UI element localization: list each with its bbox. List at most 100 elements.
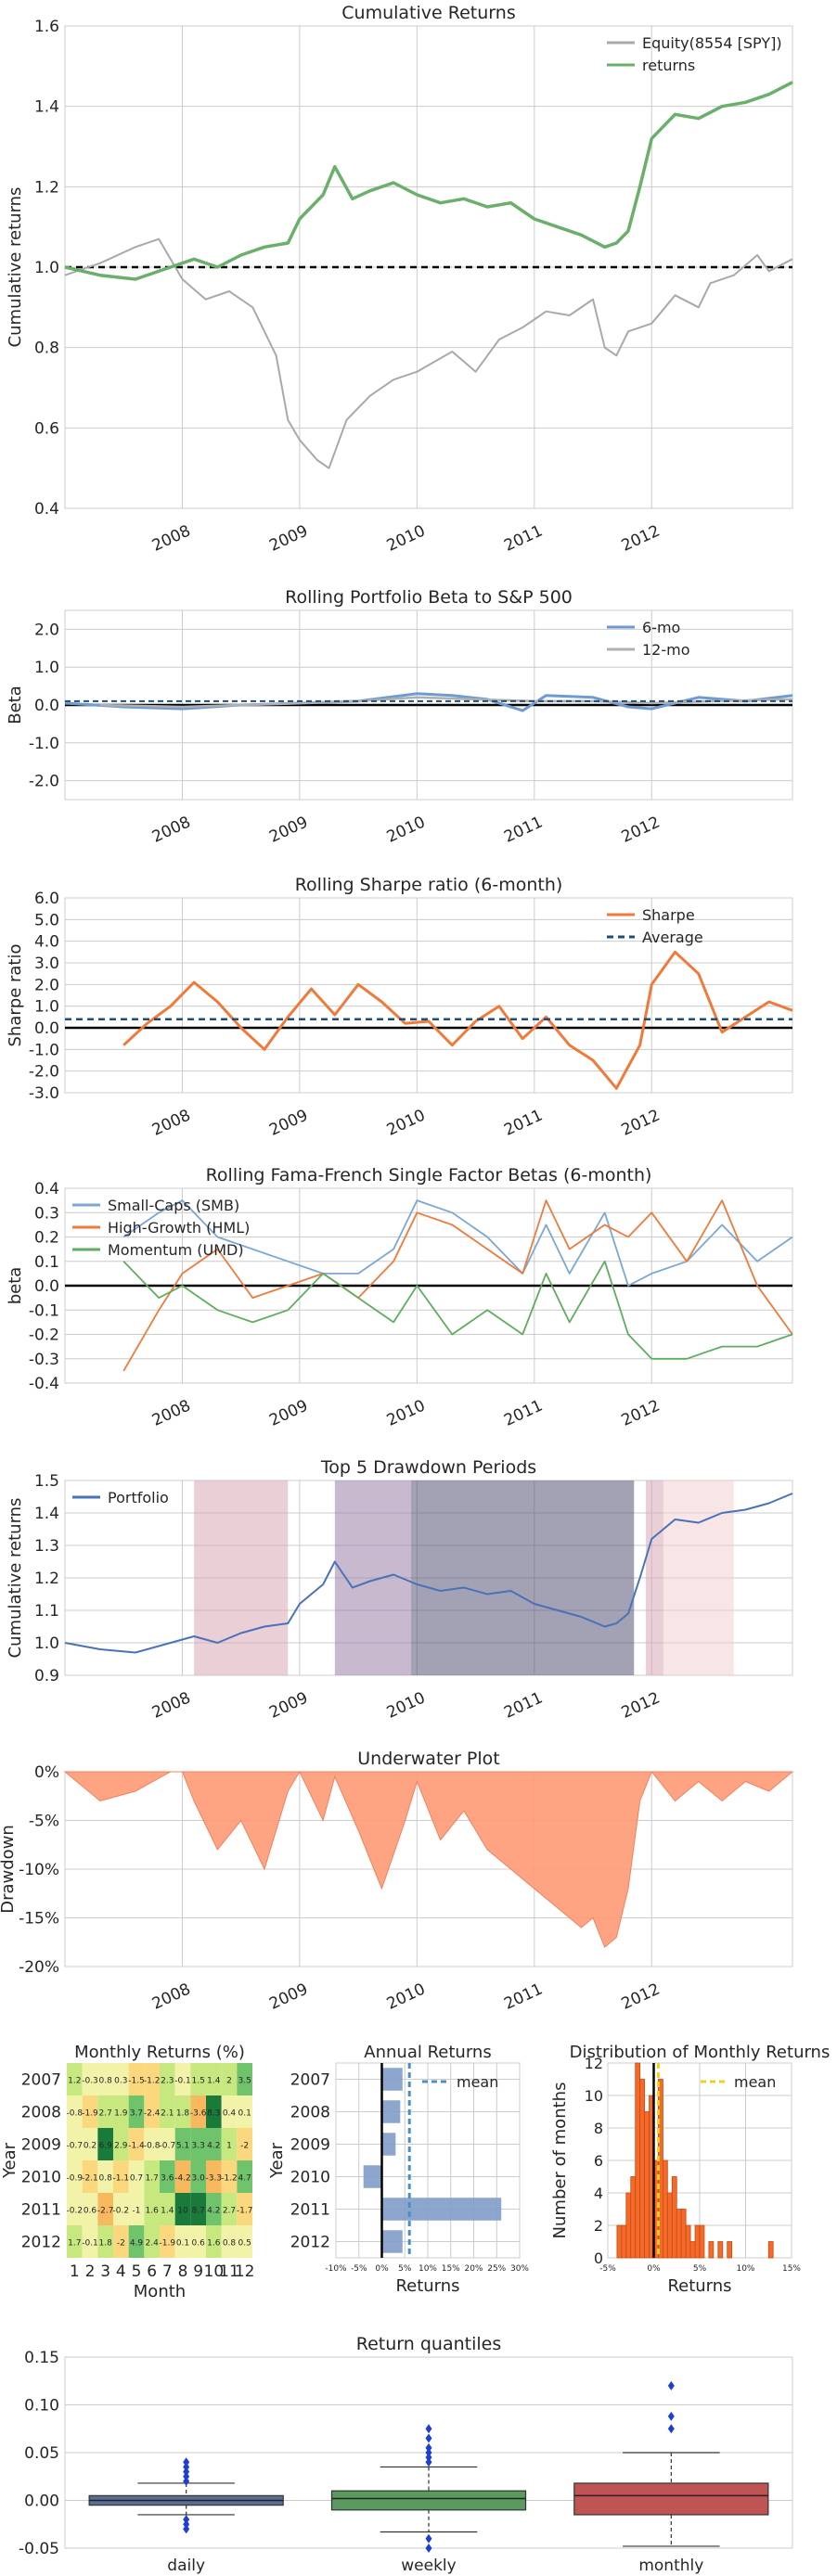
cumulative-ytick: 0.8 <box>34 340 59 358</box>
monthly-cell-value: 2 <box>226 2077 232 2086</box>
monthly-cell <box>160 2160 175 2193</box>
quantiles-xtick: daily <box>167 2557 205 2575</box>
monthly-cell <box>174 2193 191 2225</box>
monthly-cell-value: -0.3 <box>82 2077 98 2086</box>
monthly-cell-value: 4.7 <box>238 2174 251 2184</box>
sharpe-ytick: 5.0 <box>34 911 59 929</box>
distribution-bar <box>616 2224 623 2259</box>
monthly-cell-value: 1.7 <box>146 2174 159 2184</box>
monthly-cell <box>128 2128 145 2160</box>
monthly-cell <box>221 2225 238 2258</box>
monthly-cell <box>160 2128 175 2160</box>
quantiles-outlier <box>425 2424 432 2434</box>
monthly-cell <box>237 2193 252 2225</box>
quantiles-outlier <box>425 2457 432 2467</box>
monthly-cell <box>128 2225 145 2258</box>
distribution-ytick: 4 <box>594 2185 603 2202</box>
beta-legend-label: 12-mo <box>642 641 690 659</box>
monthly-cell <box>190 2193 206 2225</box>
monthly-cell-value: 3.5 <box>238 2077 251 2086</box>
monthly-cell-value: -1.9 <box>82 2109 98 2119</box>
annual-bar <box>381 2198 502 2221</box>
quantiles-outlier <box>425 2448 432 2457</box>
distribution-ytick: 6 <box>594 2152 603 2170</box>
monthly-cell-value: 2.3 <box>161 2077 174 2086</box>
monthly-xtick: 10 <box>204 2262 225 2281</box>
monthly-xtick: 8 <box>178 2262 188 2281</box>
monthly-cell <box>67 2063 83 2095</box>
monthly-cell-value: 0.1 <box>176 2239 189 2249</box>
monthly-cell <box>174 2225 191 2258</box>
sharpe-series-sharpe <box>122 950 793 1090</box>
drawdown-ytick: 1.5 <box>34 1472 59 1491</box>
monthly-cell <box>160 2225 175 2258</box>
distribution-ylabel: Number of months <box>550 2083 570 2239</box>
monthly-cell <box>97 2225 113 2258</box>
monthly-cell <box>67 2128 83 2160</box>
cumulative-legend-label: Equity(8554 [SPY]) <box>642 34 782 52</box>
annual-xtick: 0% <box>375 2264 389 2274</box>
cumulative-xtick: 2009 <box>266 521 311 555</box>
distribution-bar <box>630 2176 637 2259</box>
monthly-cell-value: -3.6 <box>190 2109 207 2119</box>
monthly-cell <box>97 2095 113 2128</box>
monthly-cell <box>67 2225 83 2258</box>
drawdown-title: Top 5 Drawdown Periods <box>320 1457 536 1478</box>
monthly-cell-value: -0.8 <box>144 2142 161 2151</box>
sharpe-legend-label: Sharpe <box>642 906 695 924</box>
quantiles-outlier <box>183 2467 190 2477</box>
drawdown-ytick: 1.2 <box>34 1570 59 1588</box>
famafrench-ytick: 0.4 <box>34 1180 59 1198</box>
monthly-cell-value: 0.1 <box>238 2109 251 2119</box>
quantiles-ytick: 0.00 <box>24 2493 59 2511</box>
drawdown-period-5 <box>663 1480 734 1675</box>
distribution-xtick: -5% <box>599 2264 616 2274</box>
monthly-cell <box>97 2160 113 2193</box>
quantiles-outlier <box>183 2462 190 2472</box>
monthly-cell <box>237 2128 252 2160</box>
monthly-cell <box>82 2128 98 2160</box>
monthly-cell-value: -2 <box>240 2142 249 2151</box>
famafrench-xtick: 2010 <box>384 1396 429 1429</box>
cumulative-ytick: 0.4 <box>34 500 59 519</box>
monthly-cell-value: -1.2 <box>221 2174 238 2184</box>
sharpe-ytick: -3.0 <box>29 1084 59 1103</box>
monthly-cell-value: -4.2 <box>174 2174 191 2184</box>
monthly-cell-value: 0.6 <box>84 2207 97 2216</box>
monthly-cell-value: -2 <box>117 2239 125 2249</box>
cumulative-xtick: 2008 <box>149 521 194 555</box>
annual-ytick: 2011 <box>290 2201 330 2220</box>
monthly-cell-value: -1.7 <box>237 2207 253 2216</box>
drawdown-ytick: 1.0 <box>34 1634 59 1653</box>
monthly-cell <box>113 2225 129 2258</box>
monthly-xtick: 4 <box>116 2262 126 2281</box>
monthly-cell-value: 0.5 <box>238 2239 251 2249</box>
quantiles-outlier <box>183 2476 190 2486</box>
monthly-cell <box>113 2128 129 2160</box>
famafrench-xtick: 2012 <box>619 1396 663 1429</box>
monthly-cell-value: 0.3 <box>114 2077 127 2086</box>
annual-xtick: -10% <box>325 2264 347 2274</box>
monthly-cell <box>144 2193 160 2225</box>
famafrench-series-small-caps-smb- <box>122 1199 793 1287</box>
beta-ytick: -2.0 <box>29 773 59 791</box>
monthly-cell <box>113 2193 129 2225</box>
sharpe-title: Rolling Sharpe ratio (6-month) <box>295 875 563 895</box>
famafrench-series-high-growth-hml- <box>122 1199 793 1372</box>
distribution-bar <box>676 2209 682 2259</box>
beta-ytick: 2.0 <box>34 621 59 639</box>
drawdown-xtick: 2010 <box>384 1688 429 1722</box>
beta-xtick: 2011 <box>501 813 546 846</box>
monthly-cell-value: 3.6 <box>161 2174 174 2184</box>
underwater-area <box>63 1770 794 1948</box>
quantiles-xtick: monthly <box>638 2557 703 2575</box>
monthly-cell <box>190 2160 206 2193</box>
sharpe-ylabel: Sharpe ratio <box>6 944 25 1047</box>
drawdown-period-3 <box>411 1480 635 1675</box>
monthly-cell-value: 2.7 <box>223 2207 236 2216</box>
beta-ylabel: Beta <box>6 686 25 724</box>
quantiles-outlier <box>667 2411 675 2421</box>
drawdown-ytick: 0.9 <box>34 1667 59 1685</box>
monthly-cell <box>82 2225 98 2258</box>
monthly-cell-value: 3.0 <box>192 2174 206 2184</box>
